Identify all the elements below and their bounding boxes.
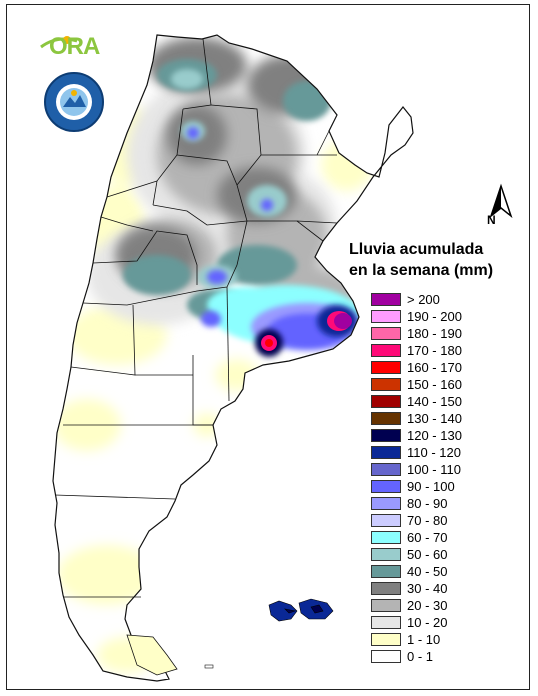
legend-swatch — [371, 395, 401, 408]
legend-label: 180 - 190 — [407, 326, 462, 341]
isla-de-los-estados — [204, 664, 214, 669]
map-frame: ORA N Lluvia acumulada en la semana (mm)… — [6, 4, 530, 690]
legend-row: 140 - 150 — [371, 393, 521, 410]
legend-swatch — [371, 463, 401, 476]
tierra-del-fuego — [126, 634, 178, 676]
legend-row: 150 - 160 — [371, 376, 521, 393]
legend-swatch — [371, 599, 401, 612]
legend-row: 80 - 90 — [371, 495, 521, 512]
legend-label: 90 - 100 — [407, 479, 455, 494]
legend-title: Lluvia acumulada en la semana (mm) — [349, 239, 529, 281]
legend-row: 110 - 120 — [371, 444, 521, 461]
legend-label: 110 - 120 — [407, 445, 461, 460]
legend-row: 180 - 190 — [371, 325, 521, 342]
legend-label: 150 - 160 — [407, 377, 462, 392]
legend-swatch — [371, 361, 401, 374]
legend-label: 20 - 30 — [407, 598, 448, 613]
province-boundaries — [52, 34, 414, 682]
rainfall-legend: > 200 190 - 200 180 - 190 170 - 180 160 - 17… — [371, 291, 521, 665]
legend-label: 170 - 180 — [407, 343, 462, 358]
legend-swatch — [371, 446, 401, 459]
legend-label: 40 - 50 — [407, 564, 448, 579]
legend-label: 70 - 80 — [407, 513, 448, 528]
legend-label: 130 - 140 — [407, 411, 462, 426]
legend-label: > 200 — [407, 292, 440, 307]
legend-row: 60 - 70 — [371, 529, 521, 546]
legend-row: 1 - 10 — [371, 631, 521, 648]
legend-title-line2: en la semana (mm) — [349, 262, 494, 279]
legend-row: 100 - 110 — [371, 461, 521, 478]
legend-label: 100 - 110 — [407, 462, 461, 477]
legend-swatch — [371, 633, 401, 646]
legend-row: 170 - 180 — [371, 342, 521, 359]
legend-swatch — [371, 429, 401, 442]
legend-swatch — [371, 582, 401, 595]
legend-row: 30 - 40 — [371, 580, 521, 597]
legend-swatch — [371, 497, 401, 510]
legend-label: 1 - 10 — [407, 632, 441, 647]
legend-swatch — [371, 514, 401, 527]
legend-row: > 200 — [371, 291, 521, 308]
legend-label: 30 - 40 — [407, 581, 448, 596]
legend-label: 80 - 90 — [407, 496, 448, 511]
legend-swatch — [371, 480, 401, 493]
legend-swatch — [371, 565, 401, 578]
legend-row: 90 - 100 — [371, 478, 521, 495]
legend-row: 160 - 170 — [371, 359, 521, 376]
legend-row: 130 - 140 — [371, 410, 521, 427]
legend-row: 20 - 30 — [371, 597, 521, 614]
ora-logo-text: ORA — [49, 33, 100, 60]
rainfall-map — [52, 34, 414, 682]
legend-swatch — [371, 327, 401, 340]
legend-swatch — [371, 310, 401, 323]
legend-row: 10 - 20 — [371, 614, 521, 631]
legend-swatch — [371, 548, 401, 561]
legend-row: 0 - 1 — [371, 648, 521, 665]
legend-label: 140 - 150 — [407, 394, 462, 409]
ora-logo: ORA — [37, 31, 117, 71]
legend-row: 70 - 80 — [371, 512, 521, 529]
legend-swatch — [371, 344, 401, 357]
legend-swatch — [371, 616, 401, 629]
legend-swatch — [371, 531, 401, 544]
legend-label: 10 - 20 — [407, 615, 448, 630]
north-label: N — [487, 213, 496, 227]
ora-swoosh-icon — [40, 36, 78, 49]
legend-title-line1: Lluvia acumulada — [349, 241, 484, 258]
north-arrow-icon — [489, 183, 513, 219]
legend-swatch — [371, 293, 401, 306]
legend-swatch — [371, 650, 401, 663]
legend-row: 120 - 130 — [371, 427, 521, 444]
legend-label: 50 - 60 — [407, 547, 448, 562]
legend-row: 40 - 50 — [371, 563, 521, 580]
malvinas-islands — [268, 598, 334, 622]
legend-row: 190 - 200 — [371, 308, 521, 325]
legend-label: 160 - 170 — [407, 360, 462, 375]
legend-swatch — [371, 412, 401, 425]
legend-label: 190 - 200 — [407, 309, 462, 324]
legend-swatch — [371, 378, 401, 391]
legend-label: 0 - 1 — [407, 649, 434, 664]
legend-label: 120 - 130 — [407, 428, 462, 443]
legend-row: 50 - 60 — [371, 546, 521, 563]
smn-seal-icon — [44, 72, 104, 132]
legend-label: 60 - 70 — [407, 530, 448, 545]
